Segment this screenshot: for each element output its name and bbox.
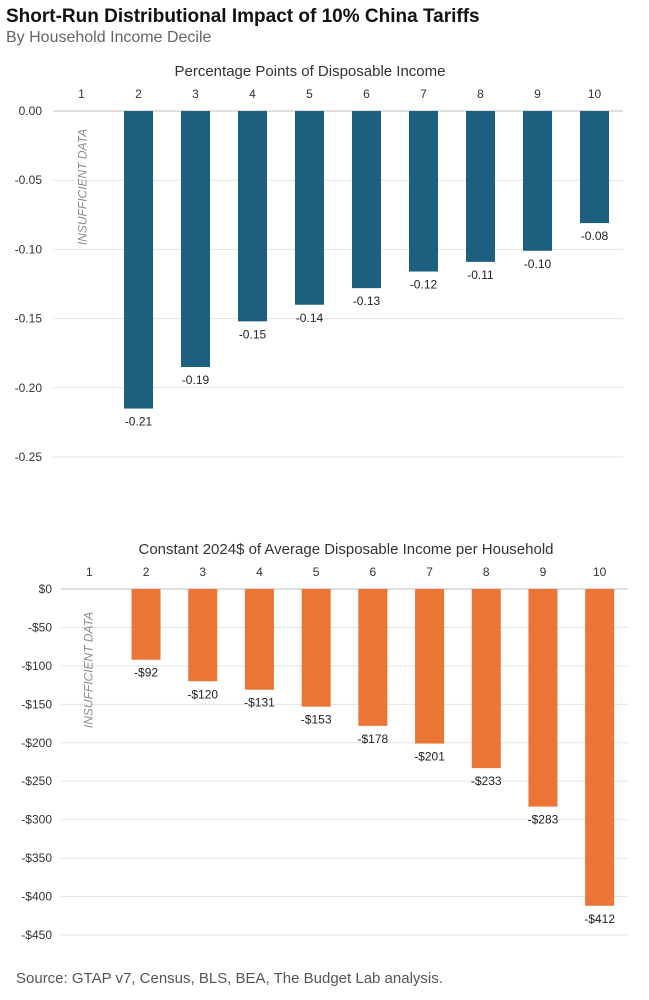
y-tick-label: $0 [39, 582, 53, 596]
y-tick-label: -0.05 [15, 173, 43, 187]
chart-title: Short-Run Distributional Impact of 10% C… [6, 6, 480, 27]
bar-decile-3 [181, 111, 210, 368]
bar-decile-6 [352, 111, 381, 289]
x-tick-label: 3 [199, 565, 206, 579]
x-tick-label: 6 [363, 87, 370, 101]
data-label: -0.15 [239, 327, 267, 341]
y-tick-label: -0.15 [15, 312, 43, 326]
data-label: -0.19 [182, 373, 210, 387]
y-tick-label: -0.25 [15, 450, 43, 464]
x-tick-label: 5 [306, 87, 313, 101]
chart-1-title: Constant 2024$ of Average Disposable Inc… [139, 541, 554, 558]
bar-decile-5 [301, 589, 331, 707]
bar-decile-7 [415, 589, 445, 744]
bar-decile-8 [471, 589, 501, 769]
data-label: -0.12 [410, 278, 438, 292]
percentage-points-chart: Percentage Points of Disposable Income 0.… [15, 63, 623, 464]
bar-decile-5 [295, 111, 324, 305]
data-label: -$92 [134, 666, 158, 680]
y-tick-label: -$300 [21, 813, 52, 827]
x-tick-label: 8 [483, 565, 490, 579]
chart-subtitle: By Household Income Decile [6, 29, 212, 46]
data-label: -0.14 [296, 311, 324, 325]
y-tick-label: -$250 [21, 774, 52, 788]
data-label: -$283 [528, 813, 559, 827]
x-tick-label: 7 [426, 565, 433, 579]
data-label: -$120 [187, 687, 218, 701]
bar-decile-9 [528, 589, 558, 807]
data-label: -$131 [244, 696, 275, 710]
bar-decile-10 [585, 589, 615, 906]
bar-decile-4 [244, 589, 274, 690]
source-note: Source: GTAP v7, Census, BLS, BEA, The B… [16, 970, 443, 987]
x-tick-label: 4 [256, 565, 263, 579]
bar-decile-2 [131, 589, 161, 660]
x-tick-label: 1 [86, 565, 93, 579]
x-tick-label: 7 [420, 87, 427, 101]
data-label: -$201 [414, 750, 445, 764]
y-tick-label: -$100 [21, 659, 52, 673]
bar-decile-10 [580, 111, 609, 224]
y-tick-label: -$200 [21, 736, 52, 750]
data-label: -0.10 [524, 257, 552, 271]
y-tick-label: -$450 [21, 928, 52, 942]
x-tick-label: 10 [588, 87, 602, 101]
x-tick-label: 4 [249, 87, 256, 101]
x-tick-label: 3 [192, 87, 199, 101]
x-tick-label: 2 [143, 565, 150, 579]
y-tick-label: -0.10 [15, 242, 43, 256]
x-tick-label: 2 [135, 87, 142, 101]
x-tick-label: 1 [78, 87, 85, 101]
bar-decile-8 [466, 111, 495, 262]
x-tick-label: 8 [477, 87, 484, 101]
data-label: -$178 [357, 732, 388, 746]
x-tick-label: 5 [313, 565, 320, 579]
data-label: -0.08 [581, 229, 609, 243]
y-tick-label: -$350 [21, 851, 52, 865]
bar-decile-6 [358, 589, 388, 726]
y-tick-label: 0.00 [19, 104, 43, 118]
bar-decile-7 [409, 111, 438, 272]
data-label: -0.21 [125, 415, 153, 429]
data-label: -0.13 [353, 294, 381, 308]
bar-decile-4 [238, 111, 267, 322]
y-tick-label: -$50 [28, 620, 52, 634]
data-label: -$153 [301, 713, 332, 727]
data-label: -0.11 [467, 268, 494, 282]
bar-decile-9 [523, 111, 552, 251]
chart-0-title: Percentage Points of Disposable Income [175, 63, 446, 80]
y-tick-label: -0.20 [15, 381, 43, 395]
insufficient-data-note: INSUFFICIENT DATA [76, 129, 90, 245]
data-label: -$233 [471, 774, 502, 788]
y-tick-label: -$150 [21, 697, 52, 711]
bar-decile-2 [124, 111, 153, 409]
y-tick-label: -$400 [21, 890, 52, 904]
x-tick-label: 9 [540, 565, 547, 579]
data-label: -$412 [584, 912, 615, 926]
bar-decile-3 [188, 589, 218, 682]
x-tick-label: 10 [593, 565, 607, 579]
x-tick-label: 9 [534, 87, 541, 101]
x-tick-label: 6 [370, 565, 377, 579]
insufficient-data-note: INSUFFICIENT DATA [81, 612, 95, 728]
